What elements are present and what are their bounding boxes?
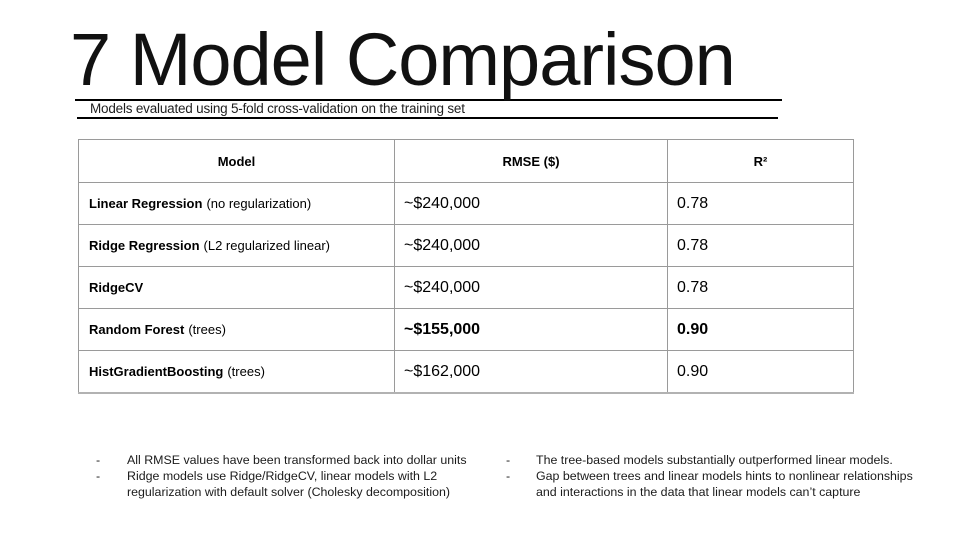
- model-name: RidgeCV: [89, 280, 144, 295]
- model-cell: Random Forest (trees): [78, 308, 395, 351]
- r2-value: 0.78: [667, 224, 854, 267]
- footnote-line: regularization with default solver (Chol…: [127, 485, 450, 500]
- model-name: HistGradientBoosting: [89, 364, 224, 379]
- r2-value: 0.90: [667, 308, 854, 351]
- footnote-line: Gap between trees and linear models hint…: [536, 469, 913, 484]
- footnote-line: Ridge models use Ridge/RidgeCV, linear m…: [127, 469, 438, 484]
- footnote-item: - The tree-based models substantially ou…: [506, 452, 946, 468]
- model-cell: Ridge Regression (L2 regularized linear): [78, 224, 395, 267]
- footnote-line: All RMSE values have been transformed ba…: [127, 453, 467, 467]
- model-note: (L2 regularized linear): [203, 238, 330, 253]
- table-row: HistGradientBoosting (trees) ~$162,000 0.…: [78, 350, 854, 394]
- model-note: (trees): [227, 364, 265, 379]
- header-cell-rmse: RMSE ($): [394, 139, 668, 183]
- table-row: Random Forest (trees) ~$155,000 0.90: [78, 308, 854, 351]
- header-cell-model: Model: [78, 139, 395, 183]
- bullet-dash: -: [96, 469, 101, 484]
- footnote-item: - All RMSE values have been transformed …: [96, 452, 501, 468]
- model-note: (no regularization): [206, 196, 312, 211]
- rmse-value: ~$240,000: [394, 266, 668, 309]
- bullet-dash: -: [96, 453, 101, 467]
- model-cell: Linear Regression (no regularization): [78, 182, 395, 225]
- rmse-value: ~$155,000: [394, 308, 668, 351]
- r2-value: 0.90: [667, 350, 854, 394]
- model-cell: RidgeCV: [78, 266, 395, 309]
- rmse-value: ~$240,000: [394, 224, 668, 267]
- footnote-text: All RMSE values have been transformed ba…: [127, 452, 501, 468]
- r2-value: 0.78: [667, 182, 854, 225]
- model-note: (trees): [188, 322, 226, 337]
- footnote-item: - Gap between trees and linear models hi…: [506, 468, 946, 500]
- footnote-item: - Ridge models use Ridge/RidgeCV, linear…: [96, 468, 501, 500]
- table-row: RidgeCV ~$240,000 0.78: [78, 266, 854, 309]
- page-title: 7 Model Comparison: [70, 18, 736, 101]
- title-rule: [75, 99, 782, 101]
- r2-value: 0.78: [667, 266, 854, 309]
- model-cell: HistGradientBoosting (trees): [78, 350, 395, 394]
- footnotes-right: - The tree-based models substantially ou…: [506, 452, 946, 501]
- rmse-value: ~$162,000: [394, 350, 668, 394]
- footnote-line: and interactions in the data that linear…: [536, 485, 861, 500]
- model-name: Random Forest: [89, 322, 185, 337]
- rmse-value: ~$240,000: [394, 182, 668, 225]
- bullet-dash: -: [506, 469, 511, 484]
- footnote-line: The tree-based models substantially outp…: [536, 453, 893, 467]
- subtitle-rule: [77, 117, 778, 119]
- table-header-row: Model RMSE ($) R²: [78, 139, 854, 183]
- footnotes-left: - All RMSE values have been transformed …: [96, 452, 501, 501]
- model-comparison-table: Model RMSE ($) R² Linear Regression (no r…: [78, 139, 854, 394]
- header-cell-r2: R²: [667, 139, 854, 183]
- model-name: Ridge Regression: [89, 238, 200, 253]
- table-row: Linear Regression (no regularization) ~$2…: [78, 182, 854, 225]
- page-subtitle: Models evaluated using 5-fold cross-vali…: [90, 101, 465, 116]
- footnote-text: Gap between trees and linear models hint…: [536, 468, 946, 500]
- table-row: Ridge Regression (L2 regularized linear) …: [78, 224, 854, 267]
- footnote-text: Ridge models use Ridge/RidgeCV, linear m…: [127, 468, 501, 500]
- bullet-dash: -: [506, 453, 511, 467]
- model-name: Linear Regression: [89, 196, 203, 211]
- footnote-text: The tree-based models substantially outp…: [536, 452, 946, 468]
